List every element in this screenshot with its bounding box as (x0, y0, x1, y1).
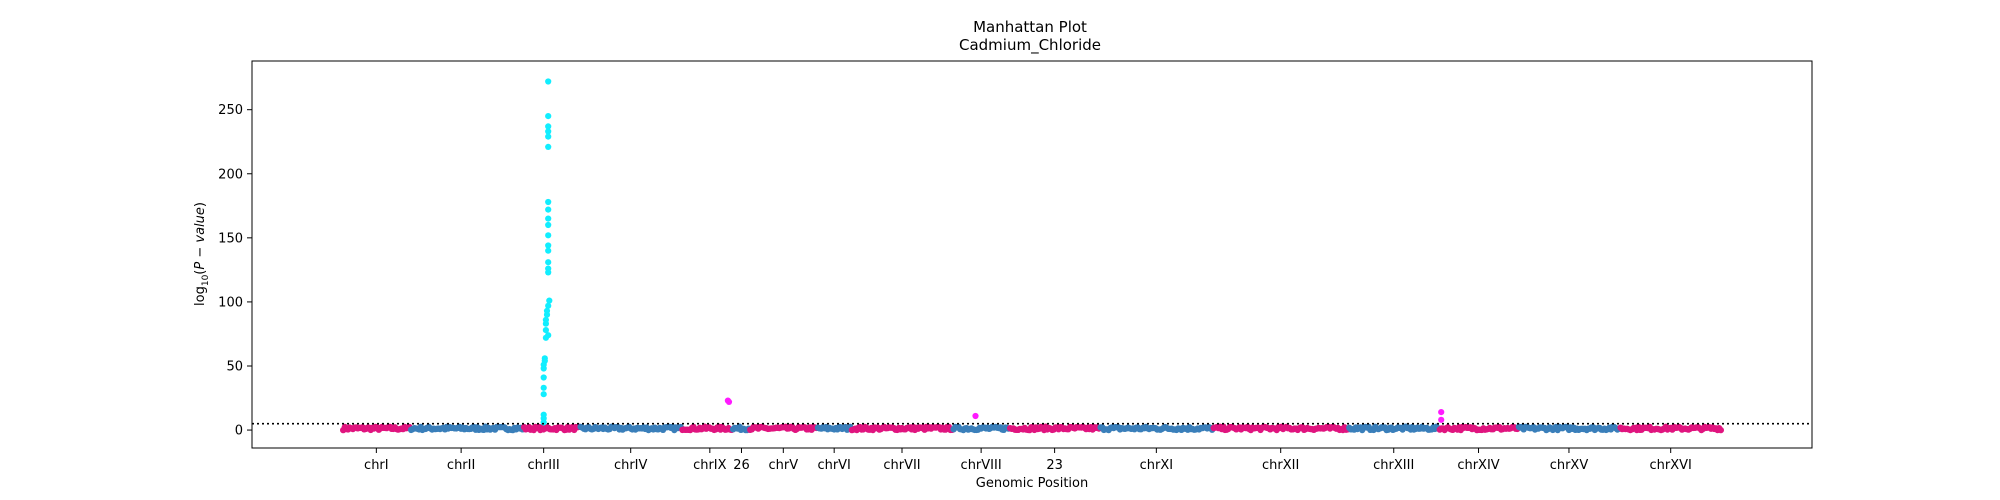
x-tick-label: chrXII (1262, 458, 1299, 473)
significant-data-point (540, 419, 547, 426)
x-tick-label: chrXI (1140, 458, 1173, 473)
chart-title: Manhattan Plot (973, 18, 1087, 36)
chromosome-points-chrVI (814, 423, 854, 433)
significant-data-point (545, 78, 552, 85)
significant-data-point (545, 259, 552, 266)
x-axis: chrI chrII chrIII chrIV chrIX 26 chrV chrVI chrV… (364, 448, 1692, 473)
significant-data-point (540, 391, 547, 398)
chart-subtitle: Cadmium_Chloride (959, 36, 1101, 55)
y-tick-label: 150 (218, 231, 243, 246)
significant-data-point (545, 242, 552, 249)
x-tick-label: chrXIII (1373, 458, 1414, 473)
y-axis-label-italic: P − value (193, 207, 208, 270)
x-tick-label: chrI (364, 458, 389, 473)
y-tick-label: 50 (226, 359, 243, 374)
x-tick-label: chrIX (693, 458, 727, 473)
x-tick-label: chrXIV (1457, 458, 1499, 473)
y-axis-label-close: ) (193, 202, 208, 207)
chromosome-points-chrXII (1210, 423, 1351, 434)
plot-area-frame (251, 60, 1813, 449)
x-tick-label: chrVI (817, 458, 850, 473)
significant-data-point (545, 133, 552, 140)
significant-data-point (546, 297, 553, 304)
x-tick-label: chrXV (1550, 458, 1589, 473)
data-point (1717, 426, 1725, 434)
significant-points (540, 78, 1445, 426)
x-tick-label: chrIII (528, 458, 560, 473)
chromosome-points-chrXIV (1436, 423, 1521, 434)
significant-data-point (540, 365, 547, 372)
chromosome-points-chrVIII (950, 423, 1012, 434)
y-tick-label: 0 (235, 424, 243, 439)
significant-data-point (545, 247, 552, 254)
x-tick-label: chrVII (883, 458, 920, 473)
significant-data-point (545, 269, 552, 276)
significant-data-point (540, 384, 547, 391)
chromosome-points-chrXIII (1346, 423, 1442, 434)
y-tick-label: 100 (218, 295, 243, 310)
significant-data-point (542, 327, 550, 334)
chromosome-points-chrIII (520, 423, 583, 434)
x-tick-label: chrIV (614, 458, 648, 473)
significant-data-point (1438, 416, 1445, 423)
y-axis-label: log10(P − value) (193, 202, 211, 306)
x-axis-label: Genomic Position (976, 476, 1088, 491)
y-axis-label-sub: 10 (201, 274, 211, 286)
significant-data-point (545, 302, 552, 309)
significant-data-point (542, 320, 550, 327)
chromosome-points-chrII (407, 423, 526, 434)
y-axis-label-log: log (193, 286, 208, 306)
significant-data-point (543, 311, 551, 318)
significant-data-point (725, 398, 733, 405)
significant-data-point (545, 143, 552, 150)
x-tick-label: chrV (768, 458, 798, 473)
chromosome-points-chrIV (577, 423, 684, 434)
y-axis: 0 50 100 150 200 250 (218, 103, 252, 439)
significant-data-point (972, 412, 979, 420)
x-tick-label: chrII (447, 458, 475, 473)
significant-data-point (545, 206, 552, 213)
significant-data-point (545, 232, 552, 239)
significant-data-point (545, 113, 552, 120)
significant-data-point (545, 128, 552, 135)
chromosome-points-chrXV (1515, 423, 1623, 434)
scatter-points (340, 423, 1725, 434)
x-tick-label: 23 (1046, 458, 1063, 473)
y-axis-label-rest: ( (193, 270, 208, 275)
chromosome-points-chrIX (679, 423, 735, 434)
significant-data-point (545, 198, 552, 206)
chromosome-points-chrXI (1097, 423, 1216, 434)
y-tick-label: 200 (218, 167, 243, 182)
significant-data-point (540, 374, 547, 381)
x-tick-label: chrVIII (961, 458, 1002, 473)
significant-data-point (545, 215, 552, 222)
y-tick-label: 250 (218, 103, 243, 118)
chromosome-points-chrVII (848, 423, 956, 434)
chromosome-points-23 (1007, 423, 1103, 434)
chromosome-points-chrXVI (1617, 423, 1725, 434)
significant-data-point (545, 123, 552, 130)
significant-data-point (545, 221, 552, 229)
significant-data-point (1438, 409, 1445, 416)
chromosome-points-26 (730, 423, 752, 434)
chromosome-points-chrV (747, 423, 820, 433)
x-tick-label: 26 (733, 458, 750, 473)
x-tick-label: chrXVI (1650, 458, 1692, 473)
chromosome-points-chrI (340, 423, 413, 434)
significant-data-point (542, 334, 550, 341)
